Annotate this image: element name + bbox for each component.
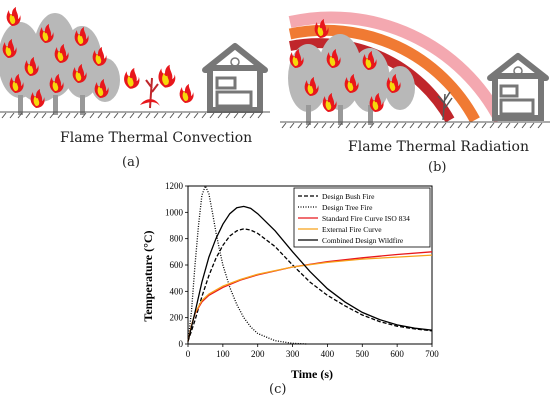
series-line-1 (187, 228, 433, 342)
chart-series (187, 184, 433, 345)
legend-entry: External Fire Curve (322, 225, 382, 234)
x-tick-label: 100 (216, 349, 230, 359)
y-tick-label: 0 (179, 339, 184, 349)
x-tick-label: 300 (286, 349, 300, 359)
y-tick-label: 600 (170, 260, 184, 270)
panel-b-title: Flame Thermal Radiation (348, 139, 529, 155)
y-tick-label: 1200 (165, 181, 184, 191)
radiation-illustration (280, 11, 550, 129)
x-tick-label: 400 (321, 349, 335, 359)
panel-c-label: (c) (269, 382, 287, 397)
series-line-2 (187, 184, 307, 345)
panel-a-title: Flame Thermal Convection (60, 130, 253, 146)
ground-line (0, 111, 270, 119)
panel-b-label: (b) (428, 160, 447, 175)
x-tick-label: 600 (390, 349, 404, 359)
x-axis-label: Time (s) (291, 367, 333, 381)
x-tick-label: 200 (251, 349, 265, 359)
legend-entry: Combined Design Wildfire (322, 236, 404, 245)
legend-entry: Design Bush Fire (322, 192, 375, 201)
panel-b-illustration (280, 0, 550, 140)
y-axis-label: Temperature (°C) (141, 230, 155, 321)
panel-a-label: (a) (122, 155, 140, 170)
ground-flames (124, 64, 194, 109)
panel-c-chart: 0 100 200 300 400 500 600 700 0 200 400 600 800 1000 1… (140, 178, 445, 383)
burnt-shrub (437, 91, 453, 121)
ground-line (280, 121, 550, 129)
legend-entry: Design Tree Fire (322, 203, 373, 212)
chart-ticks: 0 100 200 300 400 500 600 700 0 200 400 600 800 1000 1… (165, 181, 439, 359)
y-tick-label: 200 (170, 313, 184, 323)
legend-entry: Standard Fire Curve ISO 834 (322, 214, 410, 223)
temperature-time-chart: 0 100 200 300 400 500 600 700 0 200 400 600 800 1000 1… (141, 181, 439, 381)
chart-legend: Design Bush Fire Design Tree Fire Standard… (293, 187, 431, 248)
y-tick-label: 800 (170, 234, 184, 244)
y-tick-label: 1000 (165, 207, 184, 217)
x-tick-label: 500 (356, 349, 370, 359)
series-line-5 (187, 205, 433, 342)
house-icon (487, 53, 549, 121)
x-tick-label: 0 (186, 349, 191, 359)
house-icon (202, 43, 268, 113)
panel-a-illustration (0, 0, 270, 130)
series-line-4 (187, 254, 433, 342)
y-tick-label: 400 (170, 286, 184, 296)
convection-illustration (0, 7, 270, 119)
x-tick-label: 700 (425, 349, 439, 359)
